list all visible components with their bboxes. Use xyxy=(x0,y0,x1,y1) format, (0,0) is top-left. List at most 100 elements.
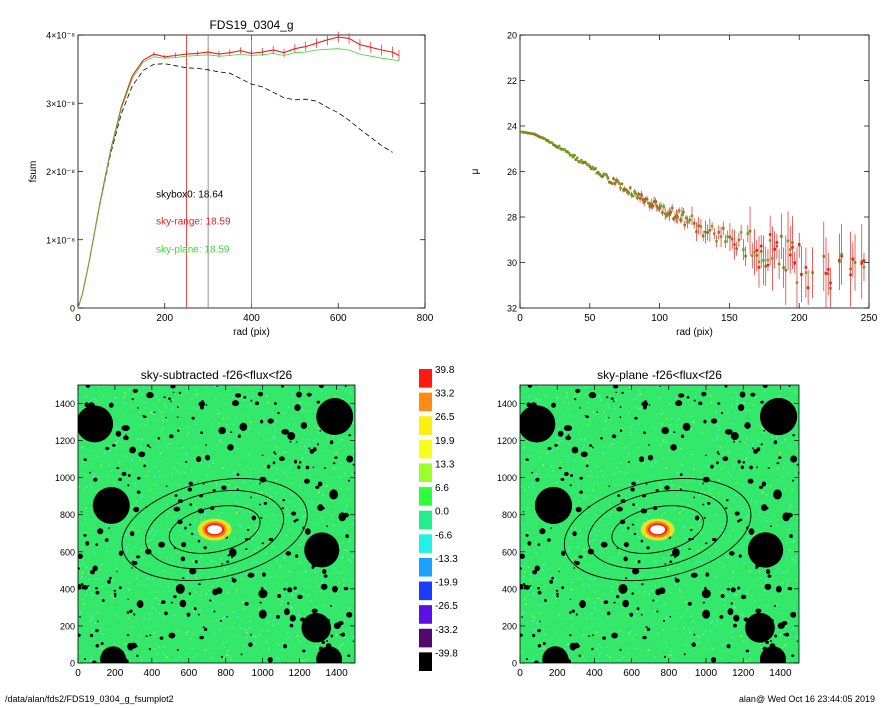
img1-mask-blob xyxy=(317,504,324,511)
img1-noise xyxy=(353,467,355,469)
img2-noise xyxy=(692,511,694,514)
img1-noise xyxy=(86,395,88,398)
img2-mask-blob xyxy=(738,554,742,558)
img2-noise xyxy=(781,537,783,540)
img1-noise xyxy=(279,653,281,655)
img2-noise xyxy=(716,424,718,426)
img2-mask-blob xyxy=(617,494,621,497)
img2-noise xyxy=(744,567,747,570)
img2-mask-blob xyxy=(636,607,640,611)
img1-noise xyxy=(279,565,282,567)
img1-noise xyxy=(271,642,273,645)
img2-noise xyxy=(556,396,559,399)
img2-noise xyxy=(716,436,718,438)
img1-noise xyxy=(290,598,293,601)
mu-point xyxy=(587,163,590,166)
img1-noise xyxy=(194,480,197,482)
img2-noise xyxy=(587,424,590,426)
img1-noise xyxy=(220,551,222,554)
img2-mask-blob xyxy=(725,507,728,510)
img1-noise xyxy=(284,471,286,474)
img2-noise xyxy=(580,438,582,440)
img1-noise xyxy=(216,443,219,446)
img2-noise xyxy=(774,512,777,515)
img2-noise xyxy=(598,653,601,656)
img2-noise xyxy=(751,511,754,513)
img2-noise xyxy=(638,447,640,449)
img1-noise xyxy=(191,486,194,489)
img1-big-mask xyxy=(100,646,127,663)
img2-big-mask xyxy=(759,646,786,663)
img1-noise xyxy=(162,537,164,540)
mu-point xyxy=(595,171,599,175)
img1-mask-blob xyxy=(281,507,284,510)
img1-noise xyxy=(134,582,137,585)
img2-noise xyxy=(722,452,725,455)
img2-noise xyxy=(535,473,538,475)
img2-mask-blob xyxy=(704,454,707,457)
img1-noise xyxy=(277,425,280,427)
img2-mask-blob xyxy=(578,555,583,559)
img2-noise xyxy=(605,548,608,550)
img2-noise xyxy=(702,563,705,565)
colorbar-swatch xyxy=(419,510,432,530)
img1-mask-blob xyxy=(237,434,241,438)
img1-noise xyxy=(143,402,146,404)
img2-noise xyxy=(634,398,637,400)
img2-noise xyxy=(677,418,680,420)
fsum-series-red-line xyxy=(77,36,400,309)
img2-noise xyxy=(795,555,798,558)
img1-mask-blob xyxy=(289,440,292,443)
img1-noise xyxy=(232,582,235,585)
img1-noise xyxy=(269,439,271,441)
img1-noise xyxy=(274,491,277,494)
img2-noise xyxy=(549,605,552,608)
img1-noise xyxy=(301,517,304,520)
img2-noise xyxy=(719,569,721,571)
img2-noise xyxy=(541,541,544,544)
img1-mask-blob xyxy=(180,556,186,562)
img2-noise xyxy=(716,409,719,412)
img2-noise xyxy=(541,590,544,592)
img2-mask-blob xyxy=(702,482,705,485)
img1-noise xyxy=(197,492,200,494)
mu-ytick-label: 32 xyxy=(507,304,517,314)
img1-mask-blob xyxy=(197,613,200,616)
img2-noise xyxy=(705,654,708,657)
img1-noise xyxy=(178,405,181,408)
img1-mask-blob xyxy=(212,489,216,492)
img1-noise xyxy=(223,616,225,619)
img1-noise xyxy=(186,386,188,389)
img1-noise xyxy=(251,538,254,541)
img1-noise xyxy=(327,436,329,438)
img2-mask-blob xyxy=(733,623,737,628)
img1-noise xyxy=(197,561,200,564)
img2-noise xyxy=(578,577,580,579)
img2-noise xyxy=(609,419,611,422)
img2-noise xyxy=(642,594,644,596)
img2-noise xyxy=(526,471,528,473)
img2-noise xyxy=(607,557,609,560)
img1-mask-blob xyxy=(187,487,193,492)
img1-noise xyxy=(93,475,95,478)
img2-noise xyxy=(677,567,680,570)
img1-noise xyxy=(325,485,328,488)
img1-noise xyxy=(164,557,167,560)
img1-noise xyxy=(354,406,355,408)
img1-noise xyxy=(278,533,281,536)
img1-noise xyxy=(193,573,196,576)
img1-noise xyxy=(243,408,246,411)
img2-noise xyxy=(618,464,620,466)
img2-noise xyxy=(676,424,678,426)
img2-noise xyxy=(666,616,669,619)
img2-noise xyxy=(783,567,785,570)
img1-noise xyxy=(90,467,92,470)
img1-noise xyxy=(184,630,187,632)
img1-noise xyxy=(151,578,154,580)
img1-noise xyxy=(304,661,306,663)
img2-noise xyxy=(797,542,799,544)
img2-noise xyxy=(731,411,734,414)
img1-noise xyxy=(323,605,326,607)
img1-noise xyxy=(290,480,292,482)
img2-noise xyxy=(601,612,604,615)
